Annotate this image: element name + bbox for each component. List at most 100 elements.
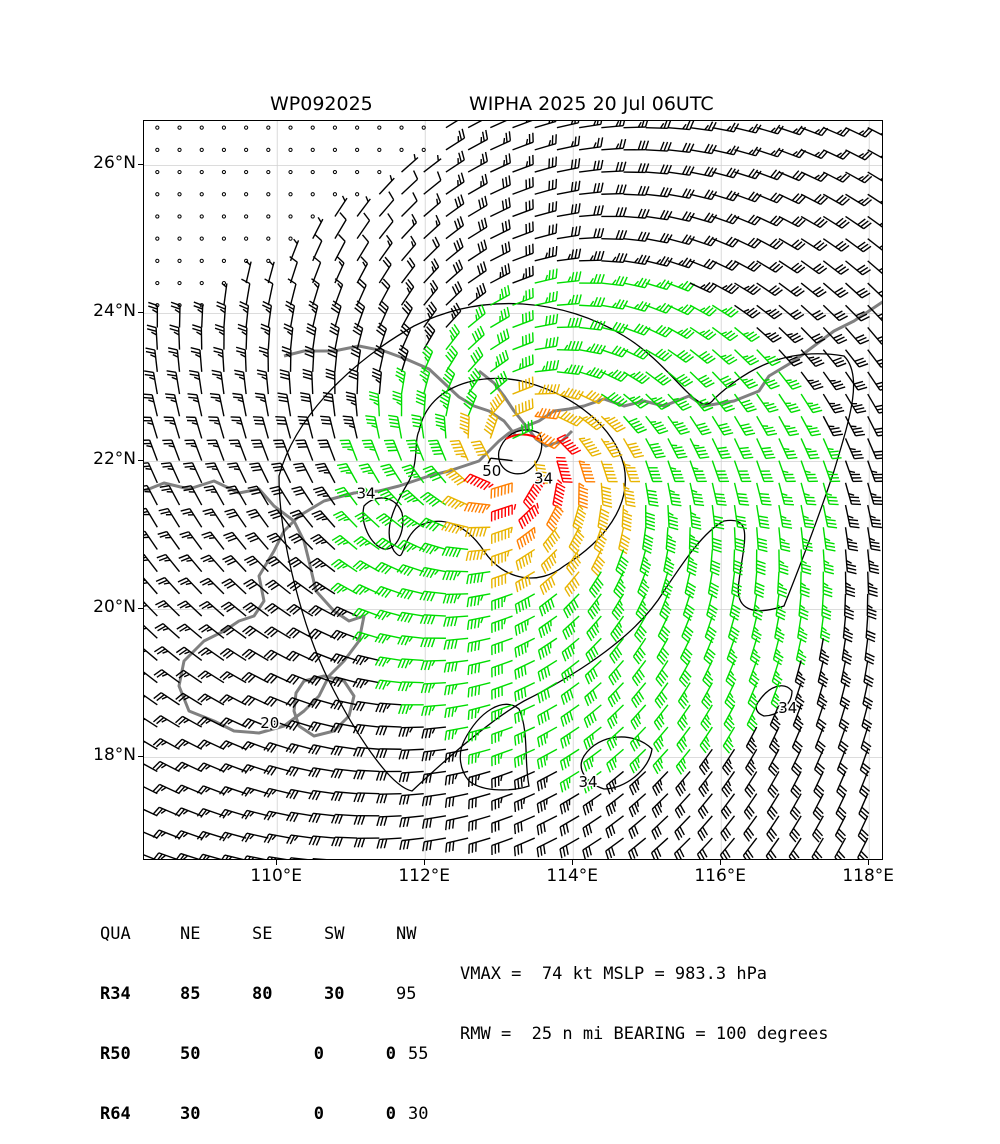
barb-feather (568, 626, 572, 635)
barb-feather (623, 162, 626, 171)
barb-feather (506, 199, 507, 208)
wind-barb (490, 391, 504, 416)
barb-feather (431, 447, 440, 448)
wind-barb (735, 527, 745, 552)
barb-feather (867, 631, 876, 635)
barb-feather (349, 376, 358, 379)
barb-feather (144, 466, 150, 467)
barb-feather (565, 442, 574, 446)
wind-barb (158, 532, 180, 550)
wind-barb (490, 198, 510, 217)
barb-feather (590, 714, 593, 723)
wind-barb (446, 121, 465, 128)
barb-feather (540, 586, 544, 595)
barb-feather (528, 554, 530, 563)
barb-feather (152, 310, 157, 313)
barb-feather (764, 454, 773, 455)
barb-feather (389, 423, 398, 424)
wind-barb (587, 616, 601, 641)
barb-feather (365, 416, 374, 417)
wind-barb (517, 527, 535, 549)
barb-feather (567, 735, 569, 744)
barb-feather (601, 137, 603, 146)
barb-feather (451, 640, 453, 649)
barb-feather (729, 737, 732, 742)
barb-feather (425, 469, 434, 473)
barb-feather (498, 376, 502, 385)
barb-feather (882, 341, 883, 345)
wind-barb (144, 554, 157, 571)
wind-barb (156, 237, 159, 240)
wind-barb (180, 532, 202, 550)
wind-barb (601, 253, 627, 262)
barb-feather (409, 682, 412, 687)
wind-barb (723, 727, 734, 753)
barb-feather (273, 493, 282, 495)
wind-barb (490, 329, 509, 350)
wind-barb (646, 505, 655, 530)
barb-feather (361, 467, 370, 469)
barb-feather (166, 397, 175, 398)
barb-feather (480, 527, 483, 536)
wind-barb (630, 727, 645, 751)
wind-barb (399, 727, 424, 737)
barb-feather (509, 153, 510, 162)
barb-feather (476, 315, 477, 321)
barb-feather (591, 671, 595, 680)
wind-barb (199, 602, 224, 617)
wind-barb (579, 367, 606, 378)
barb-feather (434, 454, 443, 455)
wind-barb (351, 346, 361, 372)
barb-feather (343, 542, 348, 544)
wind-barb (144, 669, 157, 682)
barb-feather (747, 382, 756, 386)
barb-feather (289, 534, 298, 538)
wind-barb (468, 305, 485, 328)
barb-feather (379, 681, 383, 690)
wind-barb (398, 636, 424, 645)
barb-feather (722, 309, 727, 312)
barb-feather (383, 681, 387, 690)
barb-feather (322, 423, 331, 424)
calm-marker (422, 148, 425, 151)
barb-feather (550, 384, 553, 393)
wind-barb (333, 170, 336, 173)
wind-barb (776, 594, 785, 620)
barb-feather (538, 672, 540, 681)
barb-feather (568, 365, 572, 374)
barb-feather (762, 504, 771, 505)
barb-feather (649, 444, 658, 446)
calm-marker (267, 237, 270, 240)
barb-feather (474, 447, 483, 448)
barb-feather (766, 310, 771, 312)
barb-feather (722, 379, 731, 383)
barb-feather (387, 613, 391, 617)
barb-feather (475, 504, 479, 513)
barb-feather (556, 337, 558, 346)
wind-barb (779, 305, 804, 319)
wind-barb (712, 438, 731, 458)
wind-barb (682, 616, 693, 643)
wind-barb (490, 350, 508, 372)
wind-barb (357, 257, 367, 283)
barb-feather (452, 685, 454, 694)
barb-feather (366, 520, 372, 522)
wind-barb (690, 350, 715, 364)
barb-feather (364, 658, 368, 662)
barb-feather (880, 220, 883, 226)
barb-feather (524, 515, 528, 524)
barb-feather (507, 307, 509, 316)
barb-feather (692, 523, 701, 525)
barb-shaft (144, 646, 157, 660)
barb-feather (236, 347, 245, 350)
wind-barb (535, 291, 558, 305)
barb-feather (455, 199, 458, 208)
barb-feather (402, 682, 405, 691)
wind-barb (535, 269, 557, 284)
wind-barb (490, 242, 510, 261)
wind-barb (868, 505, 882, 527)
barb-feather (781, 546, 790, 548)
barb-feather (144, 560, 148, 561)
barb-feather (686, 166, 690, 174)
barb-feather (475, 641, 476, 650)
